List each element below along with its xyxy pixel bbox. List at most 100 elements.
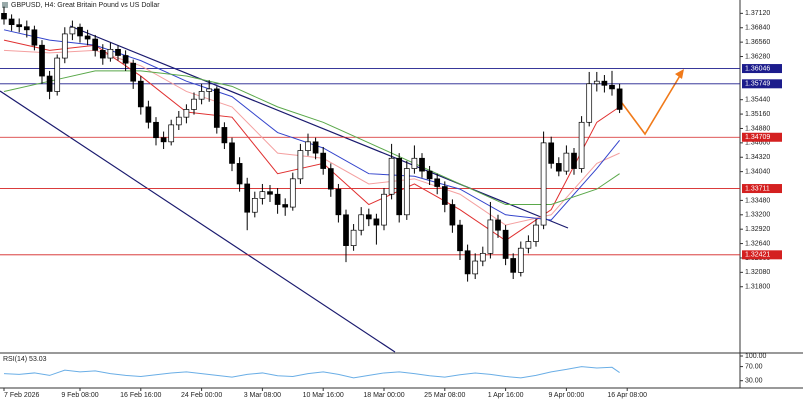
y-tick-label: 1.37120	[745, 10, 770, 17]
x-tick-label: 16 Feb 16:00	[120, 392, 161, 399]
candle-body	[441, 186, 448, 205]
y-tick-label: 1.34600	[745, 140, 770, 147]
candle-body	[533, 224, 539, 242]
candle-body	[23, 26, 30, 31]
candle-body	[61, 33, 68, 59]
level-label-box	[742, 79, 782, 89]
candle-body	[358, 214, 365, 231]
candle-body	[578, 121, 585, 169]
candle-body	[609, 84, 615, 90]
x-tick-label: 1 Apr 16:00	[488, 392, 524, 399]
candle-body	[510, 258, 517, 273]
y-tick-label: 1.32920	[745, 226, 770, 233]
rsi-tick-label: 30.00	[745, 378, 763, 385]
candle-body	[168, 124, 175, 143]
channel-lower	[0, 90, 396, 353]
candle-body	[31, 29, 38, 46]
candle-body	[403, 168, 410, 216]
y-tick-label: 1.33200	[745, 212, 770, 219]
candle-body	[335, 188, 342, 216]
y-tick-label: 1.34040	[745, 168, 770, 175]
candle-body	[282, 204, 289, 208]
candle-body	[411, 157, 418, 169]
y-tick-label: 1.33480	[745, 197, 770, 204]
candle-body	[221, 127, 228, 144]
candle-body	[229, 142, 235, 164]
x-tick-label: 25 Mar 08:00	[424, 392, 465, 399]
candle-body	[305, 141, 311, 151]
x-tick-label: 24 Feb 00:00	[181, 392, 222, 399]
y-tick-label: 1.36560	[745, 39, 770, 46]
candle-body	[198, 91, 205, 100]
level-label-box	[742, 250, 782, 260]
candle-body	[16, 24, 23, 28]
y-tick-label: 1.36280	[745, 53, 770, 60]
candle-body	[145, 106, 152, 123]
candle-body	[495, 219, 501, 231]
candle-body	[77, 26, 83, 37]
rsi-line	[3, 366, 620, 379]
candle-body	[563, 152, 570, 172]
candle-body	[274, 193, 281, 205]
candle-body	[548, 142, 555, 164]
candle-body	[191, 98, 197, 110]
candle-body	[525, 241, 532, 249]
candle-body	[365, 214, 372, 220]
level-label-box	[742, 184, 782, 194]
y-tick-label: 1.31800	[745, 284, 770, 291]
candle-body	[259, 191, 266, 199]
candle-body	[206, 88, 213, 92]
candle-body	[449, 204, 456, 226]
y-tick-label: 1.32080	[745, 269, 770, 276]
channel-upper	[69, 25, 569, 229]
y-tick-label: 1.35160	[745, 111, 770, 118]
candle-body	[487, 219, 494, 254]
candle-body	[350, 229, 357, 246]
candle-body	[419, 157, 425, 172]
y-tick-label: 1.36840	[745, 25, 770, 32]
candle-body	[130, 62, 137, 82]
candle-body	[137, 80, 144, 108]
candle-body	[320, 152, 327, 169]
candle-body	[312, 141, 319, 154]
level-label: 1.35749	[745, 81, 770, 88]
candle-body	[92, 38, 99, 51]
x-tick-label: 7 Feb 2026	[4, 392, 40, 399]
symbol-icon	[2, 2, 8, 8]
x-tick-label: 9 Feb 08:00	[61, 392, 98, 399]
candle-body	[388, 157, 395, 195]
x-tick-label: 18 Mar 00:00	[363, 392, 404, 399]
level-label: 1.33711	[745, 185, 770, 192]
candle-body	[373, 218, 380, 226]
candle-body	[289, 178, 296, 208]
level-label: 1.36046	[745, 65, 770, 72]
candle-body	[8, 18, 15, 26]
candle-body	[502, 229, 509, 259]
candle-body	[555, 163, 562, 172]
candle-body	[54, 57, 61, 92]
x-tick-label: 3 Mar 08:00	[244, 392, 281, 399]
rsi-tick-label: 100.00	[745, 353, 767, 360]
candle-body	[601, 80, 608, 86]
candle-body	[267, 191, 273, 195]
candle-body	[39, 44, 45, 77]
level-label: 1.32421	[745, 252, 770, 259]
x-tick-label: 9 Apr 00:00	[548, 392, 584, 399]
candle-body	[586, 83, 593, 123]
rsi-tick-label: 70.00	[745, 363, 763, 370]
candle-body	[213, 88, 220, 128]
y-tick-label: 1.34320	[745, 154, 770, 161]
x-tick-label: 16 Apr 08:00	[607, 392, 647, 399]
level-label-box	[742, 64, 782, 74]
candle-body	[472, 260, 479, 275]
y-tick-label: 1.35440	[745, 97, 770, 104]
candle-body	[479, 252, 486, 262]
moving-average	[3, 70, 620, 206]
y-tick-label: 1.34880	[745, 125, 770, 132]
candle-body	[99, 50, 106, 59]
candle-body	[153, 121, 159, 139]
candle-body	[426, 170, 433, 180]
candle-body	[107, 48, 114, 59]
